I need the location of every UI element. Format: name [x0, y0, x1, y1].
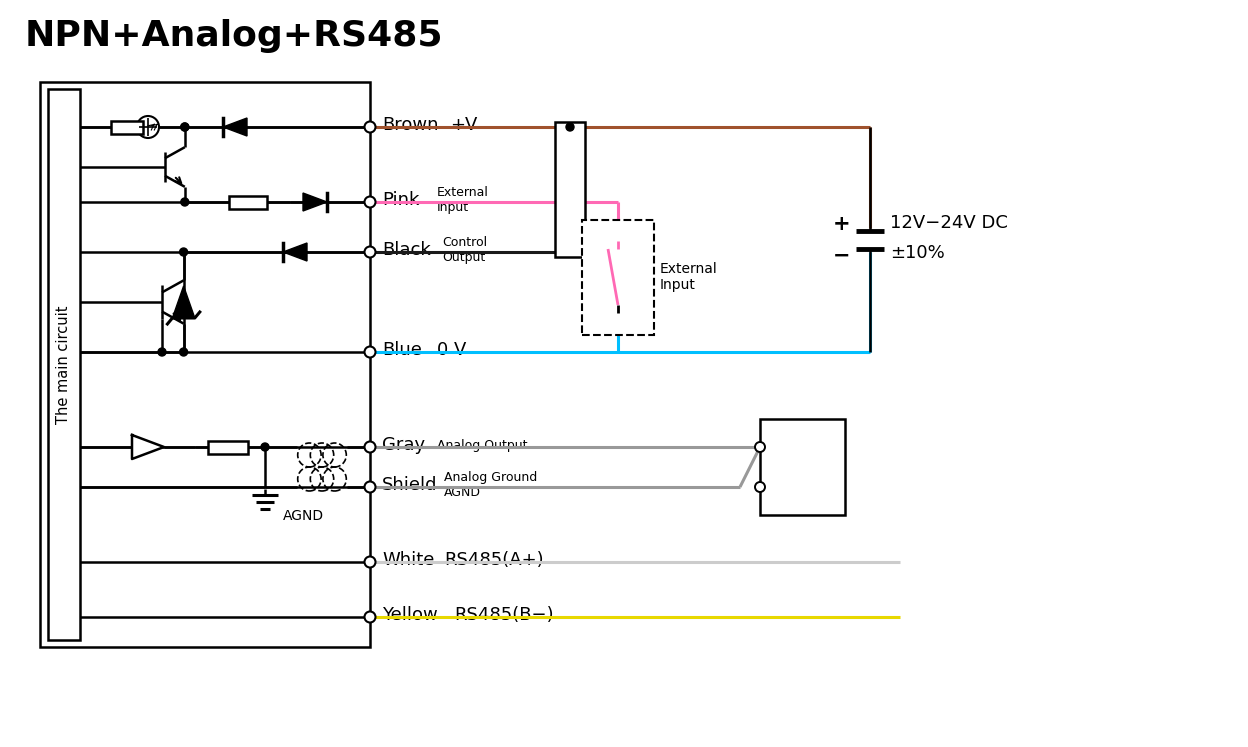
Text: RS485(A+): RS485(A+)	[444, 551, 544, 569]
Text: Gray: Gray	[382, 436, 426, 454]
Text: RS485(B−): RS485(B−)	[454, 606, 554, 624]
Text: Analog Output: Analog Output	[437, 438, 528, 451]
Polygon shape	[303, 193, 327, 211]
Text: AGND: AGND	[444, 486, 480, 500]
Text: NPN+Analog+RS485: NPN+Analog+RS485	[25, 19, 443, 53]
Bar	[760, 419, 845, 515]
Text: AGND: AGND	[283, 509, 324, 523]
Bar	[47, 89, 80, 640]
Polygon shape	[223, 118, 247, 136]
Text: Output: Output	[442, 252, 485, 264]
Bar	[555, 122, 585, 257]
Circle shape	[180, 348, 187, 356]
Circle shape	[137, 116, 158, 138]
Circle shape	[181, 123, 188, 131]
Polygon shape	[283, 243, 307, 261]
Text: External: External	[437, 185, 489, 199]
Circle shape	[180, 248, 187, 256]
Bar	[208, 441, 248, 453]
Circle shape	[364, 347, 376, 358]
Text: External
Input: External Input	[660, 262, 718, 292]
Text: Control: Control	[442, 235, 487, 249]
Circle shape	[364, 557, 376, 568]
Text: +: +	[834, 214, 851, 234]
Text: The main circuit: The main circuit	[56, 306, 71, 424]
Text: ±10%: ±10%	[890, 244, 945, 262]
Circle shape	[364, 247, 376, 258]
Circle shape	[755, 482, 765, 492]
Circle shape	[364, 122, 376, 132]
Text: Shield: Shield	[382, 476, 438, 494]
Circle shape	[181, 123, 188, 131]
Text: Input: Input	[437, 202, 469, 214]
Bar	[111, 120, 144, 134]
Polygon shape	[132, 435, 163, 459]
Bar	[228, 196, 267, 208]
Text: Pink: Pink	[382, 191, 419, 209]
Text: Black: Black	[382, 241, 431, 259]
Text: Blue: Blue	[382, 341, 422, 359]
Circle shape	[158, 348, 166, 356]
Circle shape	[181, 198, 188, 206]
Circle shape	[755, 442, 765, 452]
Text: 0 V: 0 V	[437, 341, 467, 359]
Text: 12V−24V DC: 12V−24V DC	[890, 214, 1008, 232]
Bar	[582, 220, 654, 335]
Text: Brown: Brown	[382, 116, 438, 134]
Circle shape	[364, 196, 376, 208]
Circle shape	[567, 123, 574, 131]
Circle shape	[364, 612, 376, 622]
Text: load: load	[564, 176, 577, 203]
Bar	[40, 82, 369, 647]
Text: Analog Ground: Analog Ground	[444, 471, 537, 483]
Circle shape	[261, 443, 270, 451]
Circle shape	[364, 482, 376, 492]
Text: Analog
Input
Device: Analog Input Device	[781, 445, 824, 489]
Circle shape	[364, 441, 376, 453]
Text: Yellow: Yellow	[382, 606, 438, 624]
Text: White: White	[382, 551, 434, 569]
Text: +V: +V	[451, 116, 478, 134]
Polygon shape	[172, 286, 195, 318]
Text: −: −	[834, 246, 851, 265]
